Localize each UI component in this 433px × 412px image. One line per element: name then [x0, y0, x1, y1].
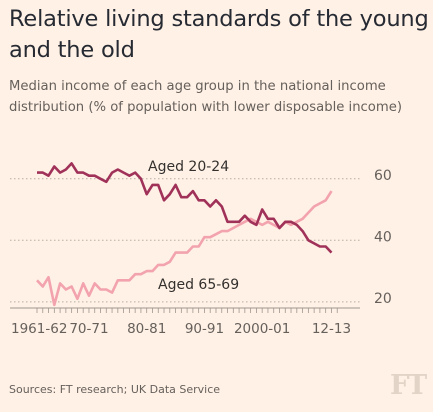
chart-title: Relative living standards of the young a… — [9, 6, 429, 63]
y-tick-label: 40 — [374, 229, 392, 245]
series-annotation: Aged 65-69 — [158, 277, 239, 293]
x-tick-label: 80-81 — [127, 321, 166, 337]
x-tick-label: 12-13 — [312, 321, 351, 337]
x-tick-label: 1961-62 — [11, 321, 67, 337]
x-tick-label: 70-71 — [69, 321, 108, 337]
series-annotation: Aged 20-24 — [148, 159, 229, 175]
source-note: Sources: FT research; UK Data Service — [9, 383, 221, 396]
y-tick-label: 60 — [374, 168, 392, 184]
series-line-aged-20-24 — [37, 162, 333, 254]
y-tick-label: 20 — [374, 291, 392, 307]
chart-subtitle: Median income of each age group in the n… — [9, 79, 402, 115]
x-tick-label: 2000-01 — [234, 321, 290, 337]
ft-logo: FT — [390, 370, 427, 401]
x-tick-label: 90-91 — [185, 321, 224, 337]
